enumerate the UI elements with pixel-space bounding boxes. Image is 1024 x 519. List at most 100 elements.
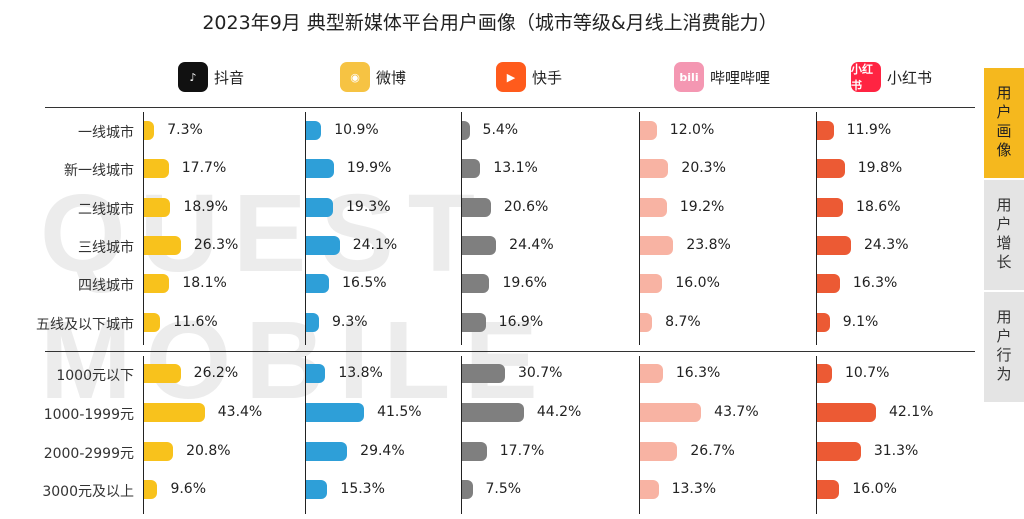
platform-name: 微博 — [376, 68, 407, 87]
data-label: 10.9% — [334, 122, 379, 138]
tab-user-profile[interactable]: 用户画像 — [984, 68, 1024, 178]
data-label: 20.3% — [681, 160, 726, 176]
data-label: 16.5% — [342, 275, 387, 291]
bar — [144, 480, 158, 499]
data-label: 26.3% — [193, 237, 239, 253]
tab-user-growth[interactable]: 用户增长 — [984, 180, 1024, 290]
bar — [462, 274, 490, 293]
top-divider — [45, 107, 975, 108]
bar — [817, 121, 834, 140]
bar — [640, 442, 678, 461]
platform-name: 抖音 — [214, 68, 245, 87]
data-label: 19.3% — [346, 199, 391, 215]
chart-title: 2023年9月 典型新媒体平台用户画像（城市等级&月线上消费能力） — [202, 12, 778, 34]
bar — [817, 313, 830, 332]
bar — [640, 403, 702, 422]
bar — [462, 236, 497, 255]
data-label: 23.8% — [686, 237, 731, 253]
bar — [640, 364, 663, 383]
data-label: 31.3% — [873, 443, 919, 459]
data-label: 16.9% — [498, 314, 544, 330]
axis-line — [816, 356, 817, 514]
data-label: 17.7% — [181, 160, 227, 176]
data-label: 16.0% — [675, 275, 720, 291]
data-label: 12.0% — [669, 122, 715, 138]
category-label: 新一线城市 — [64, 163, 134, 179]
bar — [306, 364, 326, 383]
bar — [306, 198, 334, 217]
bar — [817, 236, 852, 255]
data-label: 29.4% — [360, 443, 405, 459]
bar — [640, 121, 657, 140]
platform-header: ◉ 微博 — [340, 60, 406, 94]
data-label: 13.1% — [493, 160, 538, 176]
bar — [306, 274, 330, 293]
bar — [306, 159, 334, 178]
data-label: 43.4% — [217, 404, 263, 420]
bar — [144, 236, 181, 255]
bar — [306, 480, 328, 499]
data-label: 11.6% — [173, 314, 218, 330]
data-label: 7.5% — [485, 481, 522, 497]
bilibili-icon: bili — [674, 62, 704, 92]
platform-name: 哔哩哔哩 — [710, 68, 771, 87]
group-divider — [45, 351, 975, 352]
axis-line — [305, 112, 306, 345]
bar — [144, 442, 174, 461]
data-label: 10.7% — [844, 365, 890, 381]
data-label: 26.7% — [690, 443, 735, 459]
category-label: 五线及以下城市 — [36, 317, 134, 333]
data-label: 9.3% — [332, 314, 368, 330]
bar — [462, 480, 473, 499]
axis-line — [305, 356, 306, 514]
bar — [462, 442, 487, 461]
bar — [144, 121, 155, 140]
data-label: 19.8% — [857, 160, 903, 176]
data-label: 11.9% — [846, 122, 892, 138]
data-label: 16.3% — [852, 275, 898, 291]
bar — [640, 198, 667, 217]
data-label: 20.6% — [503, 199, 549, 215]
bar — [462, 121, 470, 140]
data-label: 30.7% — [517, 365, 563, 381]
kuaishou-icon: ▶ — [496, 62, 526, 92]
data-label: 42.1% — [888, 404, 934, 420]
bar — [640, 274, 663, 293]
bar — [817, 403, 876, 422]
data-label: 24.4% — [509, 237, 554, 253]
platform-header: ▶ 快手 — [496, 60, 562, 94]
data-label: 18.6% — [856, 199, 901, 215]
bar — [144, 159, 169, 178]
douyin-icon: ♪ — [178, 62, 208, 92]
axis-line — [461, 356, 462, 514]
data-label: 26.2% — [193, 365, 239, 381]
bar — [640, 236, 674, 255]
bar — [306, 442, 348, 461]
axis-line — [461, 112, 462, 345]
bar — [462, 364, 505, 383]
platform-header: 小红书 小红书 — [851, 60, 932, 94]
data-label: 43.7% — [714, 404, 759, 420]
bar — [817, 364, 832, 383]
axis-line — [143, 356, 144, 514]
tab-user-behavior[interactable]: 用户行为 — [984, 292, 1024, 402]
data-label: 7.3% — [167, 122, 203, 138]
category-label: 2000-2999元 — [43, 446, 134, 462]
category-label: 四线城市 — [78, 278, 134, 294]
xiaohongshu-icon: 小红书 — [851, 62, 881, 92]
data-label: 9.1% — [842, 314, 879, 330]
category-label: 二线城市 — [78, 202, 134, 218]
data-label: 24.3% — [864, 237, 909, 253]
bar — [306, 121, 322, 140]
bar — [462, 403, 524, 422]
weibo-icon: ◉ — [340, 62, 370, 92]
bar — [462, 313, 486, 332]
bar — [144, 313, 161, 332]
data-label: 20.8% — [186, 443, 231, 459]
axis-line — [143, 112, 144, 345]
bar — [462, 159, 481, 178]
category-label: 三线城市 — [78, 240, 134, 256]
category-label: 1000-1999元 — [43, 407, 134, 423]
watermark: QUEST MOBILE — [40, 172, 552, 422]
platform-header: bili 哔哩哔哩 — [674, 60, 770, 94]
